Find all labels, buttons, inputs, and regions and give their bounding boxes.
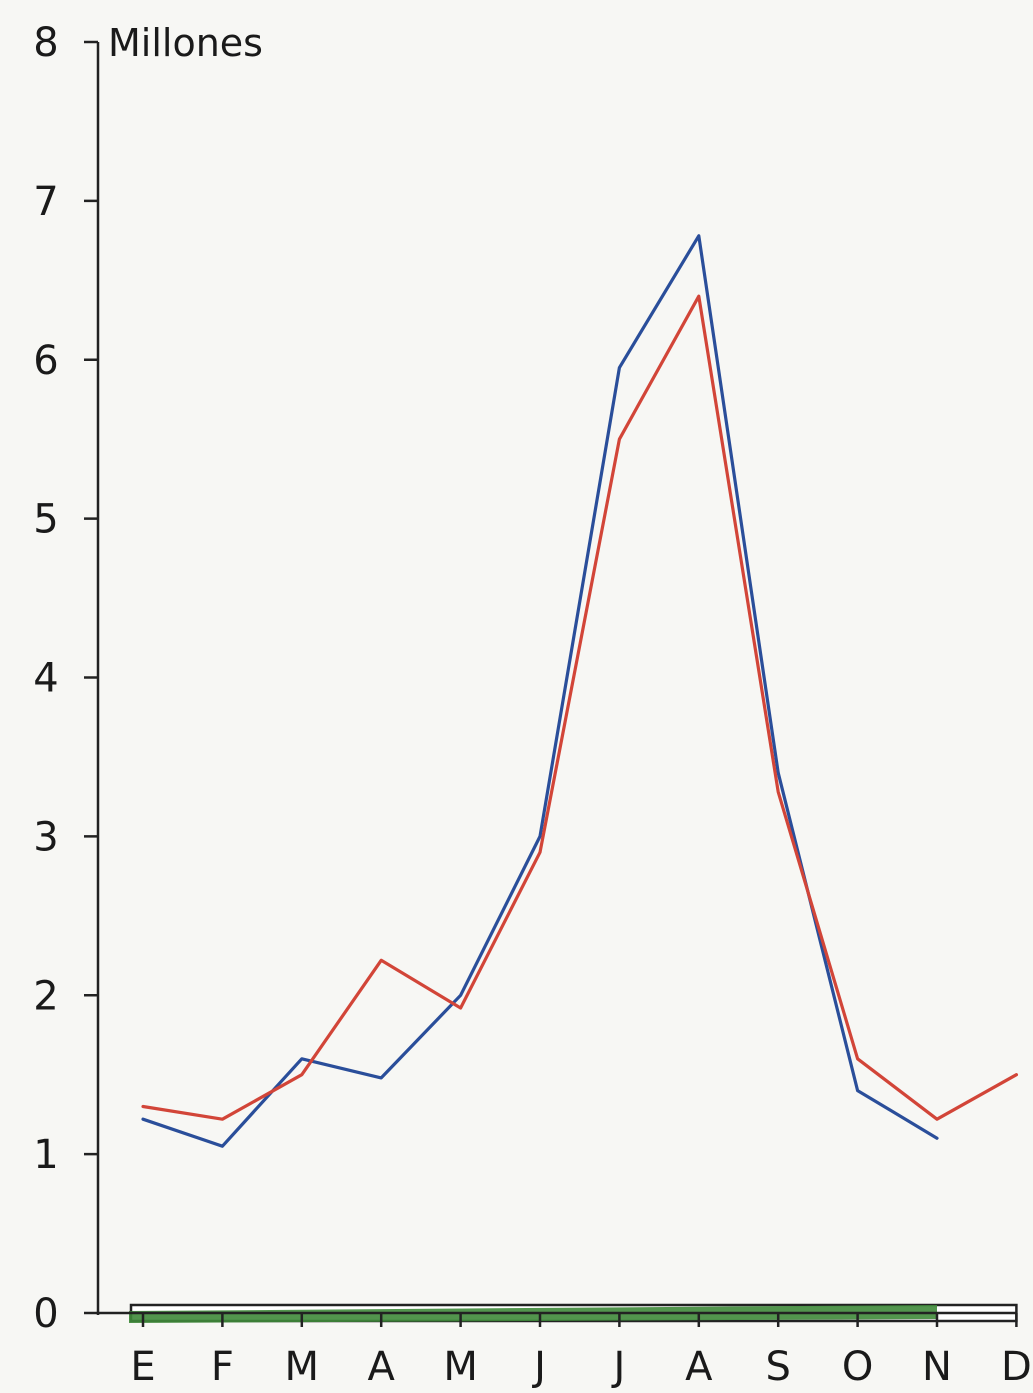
y-axis-ticks: 0 1 2 3 4 5 6 7 8 [33, 20, 98, 1337]
y-unit-label: Millones [108, 21, 263, 65]
x-tick-label: A [685, 1344, 713, 1390]
x-tick-label: O [842, 1344, 873, 1390]
x-tick-label: J [611, 1344, 626, 1390]
x-tick-label: M [443, 1344, 478, 1390]
y-tick-label: 1 [33, 1132, 58, 1178]
series-lines [141, 234, 1018, 1148]
x-tick-label: F [211, 1344, 234, 1390]
y-tick-label: 6 [33, 338, 58, 384]
series-line-1 [141, 234, 939, 1148]
x-tick-label: N [922, 1344, 952, 1390]
x-tick-label: A [368, 1344, 396, 1390]
x-tick-label: S [766, 1344, 791, 1390]
axes [96, 42, 1017, 1315]
y-tick-label: 4 [33, 656, 58, 702]
y-tick-label: 8 [33, 20, 58, 66]
x-tick-label: E [130, 1344, 155, 1390]
x-tick-label: D [1001, 1344, 1032, 1390]
x-tick-label: J [531, 1344, 546, 1390]
y-tick-label: 2 [33, 973, 58, 1019]
y-tick-label: 7 [33, 179, 58, 225]
y-tick-label: 3 [33, 814, 58, 860]
y-tick-label: 5 [33, 497, 58, 543]
x-tick-label: M [285, 1344, 320, 1390]
series-line-2 [141, 294, 1018, 1121]
y-tick-label: 0 [33, 1291, 58, 1337]
